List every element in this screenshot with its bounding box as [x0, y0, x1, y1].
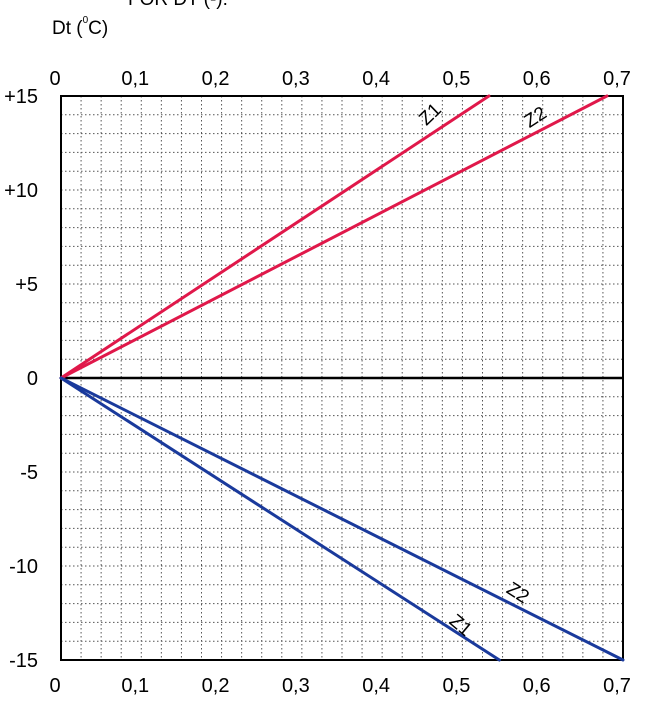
- x-tick-label-bottom: 0,2: [202, 675, 230, 697]
- x-tick-label-top: 0,6: [523, 68, 551, 90]
- series-annotation-z1: Z1: [445, 611, 475, 641]
- x-tick-label-bottom: 0,1: [121, 675, 149, 697]
- y-tick-label: 0: [27, 368, 38, 390]
- series-line-z2-negative: [59, 376, 625, 662]
- y-tick-label: +5: [15, 274, 38, 296]
- x-tick-label-top: 0,3: [282, 68, 310, 90]
- series-line-z2-positive: [59, 94, 609, 380]
- series-line-z1-negative: [59, 376, 501, 662]
- y-tick-label: +15: [4, 86, 38, 108]
- x-tick-label-top: 0,4: [362, 68, 390, 90]
- x-tick-label-top: 0,5: [443, 68, 471, 90]
- y-axis-label: Dt (0C): [52, 14, 109, 40]
- y-axis-label-suffix: C): [88, 18, 109, 39]
- header-fragment: FOR DT (-):: [128, 0, 228, 11]
- series-annotation-z1: Z1: [415, 99, 446, 130]
- y-tick-label: +10: [4, 180, 38, 202]
- y-tick-label: -10: [9, 556, 38, 578]
- y-tick-label: -15: [9, 650, 38, 672]
- x-tick-label-top: 0,2: [202, 68, 230, 90]
- series-line-z1-positive: [59, 94, 491, 380]
- x-tick-label-top: 0: [49, 68, 60, 90]
- x-tick-label-bottom: 0,5: [443, 675, 471, 697]
- x-tick-label-bottom: 0,6: [523, 675, 551, 697]
- x-tick-label-bottom: 0,7: [603, 675, 631, 697]
- x-tick-label-top: 0,1: [121, 68, 149, 90]
- degree-superscript: 0: [82, 14, 89, 26]
- x-tick-label-bottom: 0: [49, 675, 60, 697]
- x-tick-label-top: 0,7: [603, 68, 631, 90]
- y-axis-label-prefix: Dt (: [52, 18, 83, 39]
- x-tick-label-bottom: 0,3: [282, 675, 310, 697]
- x-tick-label-bottom: 0,4: [362, 675, 390, 697]
- y-tick-label: -5: [20, 462, 38, 484]
- series-annotation-z2: Z2: [503, 578, 533, 608]
